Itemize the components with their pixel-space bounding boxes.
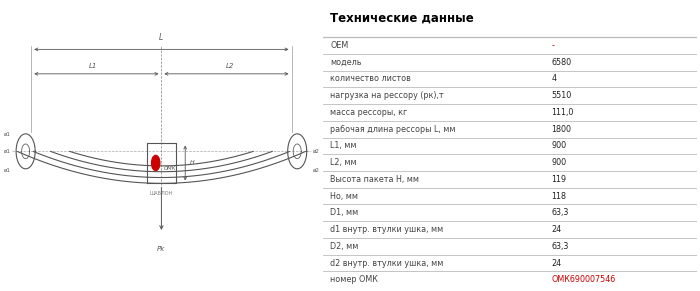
Text: 63,3: 63,3 [551,208,568,217]
Text: D2, мм: D2, мм [330,242,358,251]
Text: -: - [551,41,554,50]
Text: 119: 119 [551,175,566,184]
Text: 111,0: 111,0 [551,108,573,117]
Text: количество листов: количество листов [330,74,411,84]
Text: D1, мм: D1, мм [330,208,358,217]
Text: OEM: OEM [330,41,349,50]
Text: нагрузка на рессору (рк),т: нагрузка на рессору (рк),т [330,91,444,100]
Text: L1, мм: L1, мм [330,141,357,150]
Text: ø1: ø1 [4,149,10,154]
Text: Высота пакета Н, мм: Высота пакета Н, мм [330,175,419,184]
Text: L: L [160,33,164,42]
Text: ОМК690007546: ОМК690007546 [551,275,615,284]
Text: 24: 24 [551,259,561,268]
Text: Технические данные: Технические данные [330,11,474,24]
Text: 118: 118 [551,191,566,200]
Text: ø2: ø2 [312,149,319,154]
Text: ø2: ø2 [312,168,319,173]
Text: Но, мм: Но, мм [330,191,358,200]
Text: ОМК: ОМК [164,166,176,171]
Text: Pk: Pk [158,246,165,252]
Text: 24: 24 [551,225,561,234]
Text: ø1: ø1 [4,168,10,173]
Text: ø1: ø1 [4,131,10,136]
Text: L1: L1 [89,63,97,69]
Text: 63,3: 63,3 [551,242,568,251]
Text: L2, мм: L2, мм [330,158,357,167]
Circle shape [152,155,160,171]
Text: 6580: 6580 [551,58,571,67]
Text: d1 внутр. втулки ушка, мм: d1 внутр. втулки ушка, мм [330,225,444,234]
Text: номер ОМК: номер ОМК [330,275,378,284]
Text: 900: 900 [551,158,566,167]
Text: масса рессоры, кг: масса рессоры, кг [330,108,407,117]
Text: рабочая длина рессоры L, мм: рабочая длина рессоры L, мм [330,125,456,134]
Text: 5510: 5510 [551,91,571,100]
Text: L2: L2 [225,63,234,69]
Text: модель: модель [330,58,362,67]
Text: ШАБЛОН: ШАБЛОН [150,191,173,196]
Text: H: H [189,160,194,166]
Text: d2 внутр. втулки ушка, мм: d2 внутр. втулки ушка, мм [330,259,444,268]
Text: 1800: 1800 [551,125,571,134]
Text: 900: 900 [551,141,566,150]
Text: 4: 4 [551,74,556,84]
